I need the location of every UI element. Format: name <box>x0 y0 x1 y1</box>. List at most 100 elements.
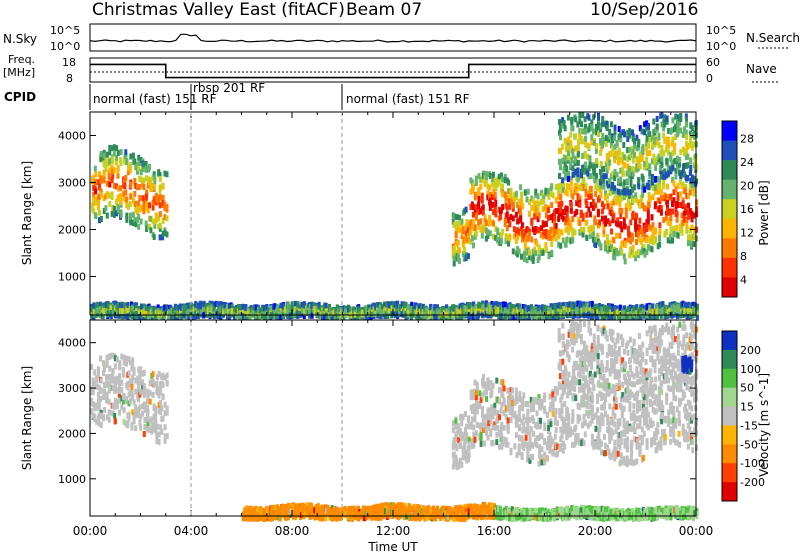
scatter-cell <box>113 413 117 419</box>
scatter-cell <box>579 226 583 233</box>
scatter-cell <box>452 245 456 252</box>
scatter-cell <box>118 361 122 368</box>
scatter-cell <box>567 145 571 152</box>
scatter-cell <box>523 244 527 251</box>
scatter-cell <box>475 421 479 428</box>
scatter-cell <box>433 307 437 314</box>
scatter-cell <box>595 129 599 136</box>
scatter-cell <box>579 211 583 218</box>
scatter-cell <box>93 165 97 172</box>
scatter-cell <box>128 381 132 388</box>
scatter-cell <box>146 207 150 214</box>
scatter-cell <box>551 192 555 199</box>
y-tick-label: 3000 <box>58 176 86 189</box>
scatter-cell <box>142 370 146 376</box>
scatter-cell <box>156 423 159 430</box>
scatter-cell <box>617 126 621 132</box>
scatter-cell <box>683 171 686 178</box>
scatter-cell <box>467 303 471 310</box>
scatter-cell <box>528 313 532 320</box>
scatter-cell <box>638 155 642 162</box>
scatter-cell <box>543 305 547 312</box>
scatter-cell <box>152 171 156 178</box>
scatter-cell <box>662 216 666 223</box>
scatter-cell <box>127 415 131 422</box>
scatter-cell <box>115 198 119 205</box>
scatter-cell <box>648 150 652 156</box>
scatter-cell <box>132 413 136 420</box>
scatter-cell <box>594 202 598 209</box>
scatter-cell <box>482 374 485 381</box>
scatter-cell <box>199 301 203 308</box>
scatter-cell <box>131 357 135 364</box>
scatter-cell <box>105 374 109 381</box>
scatter-cell <box>557 193 561 200</box>
scatter-cell <box>585 211 589 218</box>
scatter-cell <box>108 149 112 156</box>
scatter-cell <box>139 157 143 163</box>
nsky-label: N.Sky <box>3 32 37 46</box>
scatter-cell <box>143 401 147 408</box>
scatter-cell <box>629 238 633 245</box>
scatter-cell <box>481 304 485 310</box>
scatter-cell <box>521 203 524 210</box>
scatter-cell <box>481 204 485 211</box>
scatter-cell <box>651 313 655 320</box>
scatter-cell <box>619 221 623 228</box>
scatter-cell <box>687 234 690 241</box>
scatter-cell <box>599 179 602 186</box>
scatter-cell <box>611 133 615 140</box>
scatter-cell <box>469 421 473 428</box>
scatter-cell <box>124 308 127 315</box>
scatter-cell <box>635 231 638 238</box>
scatter-cell <box>508 203 512 210</box>
scatter-cell <box>145 309 149 316</box>
scatter-cell <box>625 314 628 321</box>
scatter-cell <box>599 126 602 133</box>
scatter-cell <box>477 191 481 198</box>
scatter-cell <box>154 427 158 434</box>
scatter-cell <box>643 186 647 193</box>
scatter-cell <box>648 181 652 188</box>
scatter-cell <box>676 202 680 208</box>
scatter-cell <box>473 224 477 231</box>
scatter-cell <box>494 200 498 207</box>
scatter-cell <box>604 240 607 247</box>
scatter-cell <box>586 170 590 177</box>
scatter-cell <box>668 302 672 309</box>
scatter-cell <box>122 393 126 400</box>
scatter-cell <box>326 313 330 320</box>
scatter-cell <box>630 235 634 242</box>
scatter-cell <box>602 173 606 180</box>
scatter-cell <box>503 191 507 198</box>
scatter-cell <box>619 136 623 143</box>
scatter-cell <box>455 458 459 465</box>
scatter-cell <box>512 315 516 321</box>
scatter-cell <box>465 432 469 439</box>
scatter-cell <box>695 226 699 233</box>
scatter-cell <box>215 301 219 308</box>
scatter-cell <box>475 408 479 415</box>
scatter-cell <box>187 302 191 309</box>
scatter-cell <box>158 184 162 191</box>
scatter-cell <box>665 172 668 179</box>
scatter-cell <box>695 303 699 310</box>
scatter-cell <box>103 388 106 395</box>
scatter-cell <box>151 378 155 385</box>
scatter-cell <box>670 127 674 134</box>
scatter-cell <box>693 307 697 314</box>
scatter-cell <box>479 396 483 403</box>
scatter-cell <box>133 217 137 224</box>
scatter-cell <box>573 188 577 195</box>
scatter-cell <box>659 173 663 180</box>
scatter-cell <box>159 409 163 416</box>
scatter-cell <box>138 194 142 201</box>
scatter-cell <box>90 408 94 415</box>
scatter-cell <box>119 308 122 315</box>
scatter-cell <box>126 306 130 313</box>
scatter-cell <box>520 198 523 205</box>
scatter-cell <box>372 306 376 313</box>
scatter-cell <box>501 176 505 183</box>
scatter-cell <box>317 312 321 319</box>
scatter-cell <box>650 179 654 186</box>
